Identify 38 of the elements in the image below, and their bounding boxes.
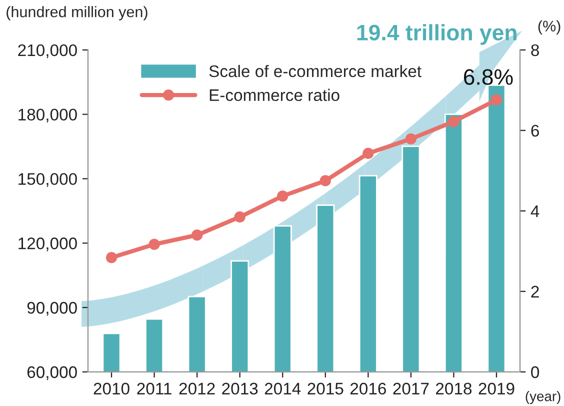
x-tick-label: 2019 bbox=[478, 382, 514, 395]
point bbox=[448, 116, 460, 128]
point bbox=[490, 94, 502, 106]
x-tick-label: 2011 bbox=[137, 382, 172, 395]
x-axis-title: (year) bbox=[526, 391, 560, 404]
point bbox=[320, 175, 331, 186]
point bbox=[148, 238, 160, 250]
y2-tick-label: 8 bbox=[531, 44, 539, 56]
text: 19.4 trillion yen bbox=[357, 24, 516, 45]
y2-tick-label: 6 bbox=[531, 124, 539, 137]
y-axis-title: (hundred million yen) bbox=[6, 6, 148, 20]
legend-label: E-commerce ratio bbox=[210, 88, 340, 102]
y2-tick-label: 0 bbox=[531, 366, 540, 378]
point bbox=[277, 190, 288, 202]
point bbox=[192, 230, 203, 241]
annotation: 6.8% bbox=[464, 69, 513, 85]
y2-axis-title: (%) bbox=[538, 20, 560, 35]
y-tick-label: 120,000 bbox=[18, 238, 77, 252]
y-tick-label: 210,000 bbox=[18, 44, 77, 58]
x-tick-label: 2015 bbox=[308, 382, 344, 395]
point bbox=[405, 133, 416, 144]
point bbox=[234, 211, 246, 223]
x-tick-label: 2013 bbox=[222, 382, 258, 395]
x-tick-label: 2017 bbox=[393, 382, 429, 395]
x-tick-label: 2014 bbox=[264, 382, 301, 395]
y-tick-label: 180,000 bbox=[18, 108, 77, 122]
y2-tick-label: 4 bbox=[530, 205, 540, 217]
legend-label: Scale of e-commerce market bbox=[209, 64, 422, 78]
point bbox=[106, 252, 118, 264]
y2-tick-label: 2 bbox=[531, 286, 539, 298]
y-tick-label: 150,000 bbox=[18, 173, 77, 187]
x-tick-label: 2010 bbox=[94, 382, 130, 395]
x-tick-label: 2012 bbox=[179, 382, 215, 395]
x-tick-label: 2018 bbox=[436, 382, 472, 395]
x-tick-label: 2016 bbox=[350, 382, 386, 395]
point bbox=[362, 148, 374, 159]
y-tick-label: 60,000 bbox=[27, 366, 77, 380]
y-tick-label: 90,000 bbox=[27, 302, 77, 316]
